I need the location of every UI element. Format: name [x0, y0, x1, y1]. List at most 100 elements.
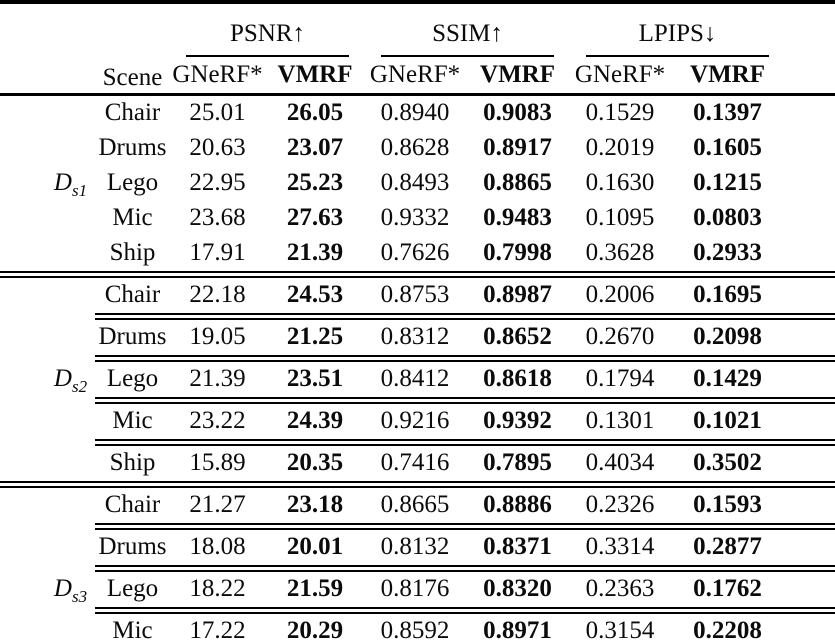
ssim-cmidrule	[381, 55, 555, 57]
ssim-gnerf-cell: 0.8132	[365, 523, 466, 569]
scene-cell: Mic	[112, 204, 153, 232]
lpips-vmrf-cell: 0.1593	[670, 481, 786, 527]
scene-cell: Chair	[104, 99, 161, 127]
row-right-spacer	[785, 166, 835, 201]
psnr-vmrf-cell: 25.23	[286, 169, 344, 197]
lpips-vmrf-cell: 0.1397	[693, 99, 762, 127]
psnr-gnerf-cell: 22.18	[170, 271, 265, 317]
psnr-gnerf-cell: 25.01	[189, 99, 246, 127]
row-right-spacer	[785, 397, 835, 443]
row-right-spacer	[785, 313, 835, 359]
lpips-vmrf-cell: 0.1215	[693, 169, 762, 197]
ssim-vmrf-cell: 0.9392	[465, 397, 571, 443]
lpips-label: LPIPS↓	[638, 20, 717, 48]
ssim-gnerf-cell: 0.8493	[380, 169, 450, 197]
lpips-gnerf-cell: 0.2326	[570, 481, 671, 527]
group-label-cell: Ds1	[0, 95, 95, 275]
method-header-vmrf: VMRF	[465, 57, 571, 96]
table-row: Ds1 Chair 25.01 26.05 0.8940 0.9083 0.1529 0.13…	[0, 95, 835, 199]
table-row: Mic 17.22 20.29 0.8592 0.8971 0.3154 0.2208	[0, 607, 835, 644]
ssim-vmrf-cell: 0.8320	[465, 565, 571, 611]
ssim-vmrf-cell: 0.8917	[483, 134, 552, 162]
metric-group-psnr: PSNR↑	[170, 2, 365, 57]
psnr-vmrf-cell: 21.39	[286, 239, 344, 267]
ssim-vmrf-cell: 0.7998	[483, 239, 552, 267]
ssim-vmrf-cell: 0.9483	[483, 204, 552, 232]
psnr-vmrf-cell: 24.53	[265, 271, 366, 317]
method-header-vmrf: VMRF	[670, 57, 786, 96]
table-header: Scene PSNR↑ SSIM↑ LPIPS↓ GNeRF* VMRF GNe…	[0, 2, 835, 96]
psnr-vmrf-cell: 23.51	[265, 355, 366, 401]
ssim-gnerf-cell: 0.8312	[365, 313, 466, 359]
table-section-ds1: Ds1 Chair 25.01 26.05 0.8940 0.9083 0.1529 0.13…	[0, 95, 835, 275]
lpips-gnerf-cell: 0.2670	[570, 313, 671, 359]
psnr-gnerf-cell: 18.22	[170, 565, 265, 611]
lpips-vmrf-cell: 0.2208	[670, 607, 786, 644]
group-label-cell: Ds2	[0, 271, 95, 485]
psnr-vmrf-cell: 26.05	[286, 99, 344, 127]
psnr-gnerf-cell: 15.89	[170, 439, 265, 485]
lpips-vmrf-cell: 0.2098	[670, 313, 786, 359]
table-row: Lego 22.95 25.23 0.8493 0.8865 0.1630 0.1215	[0, 166, 835, 201]
metric-group-lpips: LPIPS↓	[570, 2, 785, 57]
lpips-vmrf-cell: 0.1762	[670, 565, 786, 611]
table-row: Ds3 Chair 21.27 23.18 0.8665 0.8886 0.2326 0.15…	[0, 481, 835, 644]
group-label-subscript: s1	[71, 181, 88, 201]
scene-cell: Drums	[95, 313, 170, 359]
lpips-gnerf-cell: 0.3628	[585, 239, 655, 267]
ssim-vmrf-cell: 0.9083	[483, 99, 552, 127]
psnr-vmrf-cell: 24.39	[265, 397, 366, 443]
scene-cell: Mic	[95, 397, 170, 443]
scene-cell: Ship	[95, 439, 170, 485]
method-header-gnerf: GNeRF*	[365, 57, 466, 96]
row-right-spacer	[785, 439, 835, 485]
ssim-vmrf-cell: 0.8987	[465, 271, 571, 317]
row-right-spacer	[785, 131, 835, 166]
table-section-ds3: Ds3 Chair 21.27 23.18 0.8665 0.8886 0.2326 0.15…	[0, 481, 835, 644]
table-row: Drums 18.08 20.01 0.8132 0.8371 0.3314 0.2877	[0, 523, 835, 569]
ssim-gnerf-cell: 0.8176	[365, 565, 466, 611]
ssim-gnerf-cell: 0.7416	[365, 439, 466, 485]
method-header-gnerf: GNeRF*	[570, 57, 671, 96]
table-row: Mic 23.68 27.63 0.9332 0.9483 0.1095 0.0803	[0, 201, 835, 236]
psnr-vmrf-cell: 23.07	[286, 134, 344, 162]
scene-cell: Ship	[109, 239, 156, 267]
psnr-gnerf-cell: 23.22	[170, 397, 265, 443]
psnr-gnerf-cell: 23.68	[189, 204, 246, 232]
metric-group-ssim: SSIM↑	[365, 2, 570, 57]
psnr-gnerf-cell: 20.63	[189, 134, 246, 162]
row-right-spacer	[785, 607, 835, 644]
psnr-gnerf-cell: 21.27	[170, 481, 265, 527]
right-spacer	[785, 2, 835, 96]
table-row: Mic 23.22 24.39 0.9216 0.9392 0.1301 0.1021	[0, 397, 835, 443]
lpips-gnerf-cell: 0.2006	[570, 271, 671, 317]
lpips-vmrf-cell: 0.2877	[670, 523, 786, 569]
ssim-gnerf-cell: 0.8665	[365, 481, 466, 527]
row-right-spacer	[785, 271, 835, 317]
scene-column-header: Scene	[95, 2, 170, 96]
psnr-vmrf-cell: 20.01	[265, 523, 366, 569]
group-label-cell: Ds3	[0, 481, 95, 644]
row-right-spacer	[785, 355, 835, 401]
ssim-gnerf-cell: 0.8940	[380, 99, 450, 127]
ssim-label: SSIM↑	[432, 20, 503, 48]
table-row: Ship 17.91 21.39 0.7626 0.7998 0.3628 0.2933	[0, 236, 835, 275]
scene-cell: Chair	[95, 271, 170, 317]
lpips-gnerf-cell: 0.2019	[585, 134, 655, 162]
table-row: Drums 20.63 23.07 0.8628 0.8917 0.2019 0.1605	[0, 131, 835, 166]
psnr-gnerf-cell: 17.22	[170, 607, 265, 644]
ssim-gnerf-cell: 0.8628	[380, 134, 450, 162]
lpips-vmrf-cell: 0.3502	[670, 439, 786, 485]
psnr-gnerf-cell: 18.08	[170, 523, 265, 569]
psnr-vmrf-cell: 20.29	[265, 607, 366, 644]
ssim-vmrf-cell: 0.7895	[465, 439, 571, 485]
ssim-gnerf-cell: 0.8592	[365, 607, 466, 644]
lpips-vmrf-cell: 0.1605	[693, 134, 762, 162]
scene-cell: Drums	[98, 134, 167, 162]
lpips-vmrf-cell: 0.2933	[693, 239, 762, 267]
table-section-ds2: Ds2 Chair 22.18 24.53 0.8753 0.8987 0.2006 0.16…	[0, 271, 835, 485]
row-right-spacer	[785, 565, 835, 611]
psnr-gnerf-cell: 17.91	[189, 239, 246, 267]
table-row: Ds2 Chair 22.18 24.53 0.8753 0.8987 0.2006 0.16…	[0, 271, 835, 485]
